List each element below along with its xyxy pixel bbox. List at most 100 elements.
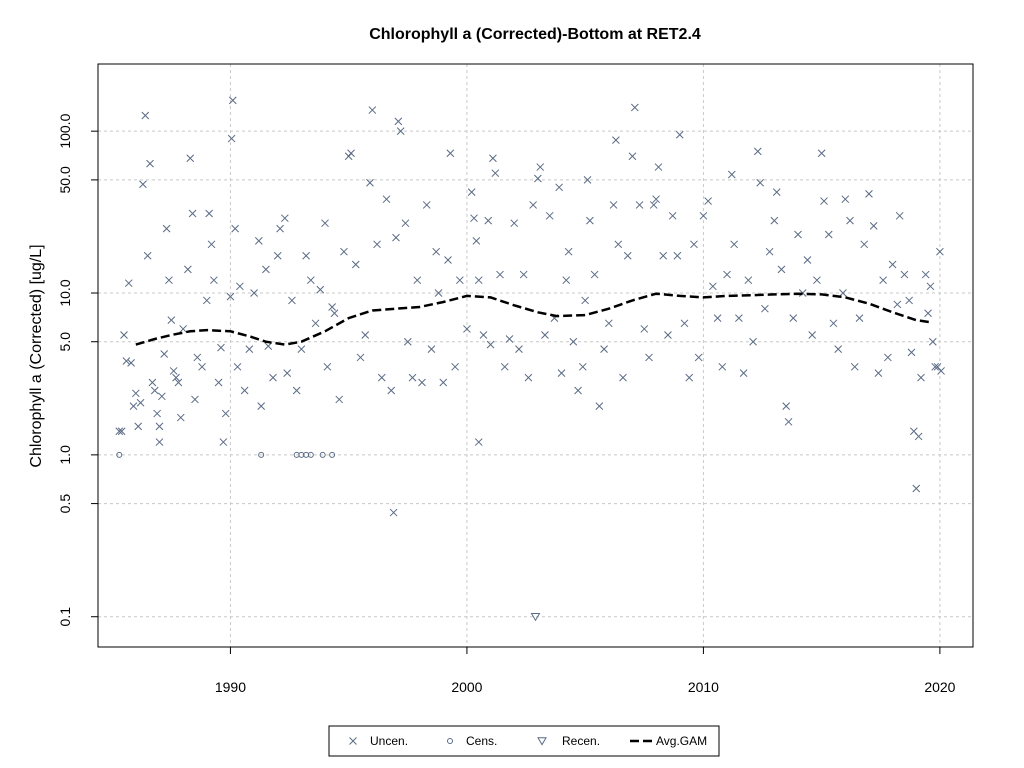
uncensored-point — [160, 350, 169, 358]
x-marker-stroke — [829, 319, 838, 328]
uncensored-point — [444, 256, 452, 264]
data-points — [115, 96, 945, 622]
x-marker-stroke — [250, 289, 258, 297]
uncensored-point — [233, 362, 242, 371]
uncensored-point — [491, 169, 500, 178]
x-marker-stroke — [914, 432, 923, 441]
x-marker-stroke — [808, 331, 817, 339]
uncensored-point — [727, 170, 736, 179]
gam-line — [135, 292, 931, 346]
uncensored-point — [245, 345, 254, 353]
uncensored-point — [654, 163, 663, 171]
x-marker-stroke — [217, 343, 225, 352]
uncensored-point — [496, 270, 504, 279]
x-marker-stroke — [869, 221, 878, 230]
x-marker-stroke — [115, 427, 124, 436]
x-marker-stroke — [408, 373, 417, 382]
uncensored-point — [382, 195, 391, 204]
uncensored-point — [694, 353, 703, 362]
x-marker-stroke — [924, 309, 932, 318]
uncensored-point — [586, 216, 594, 225]
y-tick-label: 0.5 — [57, 494, 73, 514]
uncensored-point — [900, 270, 909, 279]
x-marker-stroke — [510, 219, 519, 228]
uncensored-point — [534, 174, 542, 183]
x-marker-stroke — [564, 247, 573, 256]
avg-gam-line — [135, 292, 931, 346]
x-marker-stroke — [756, 178, 765, 187]
uncensored-point — [262, 265, 270, 274]
uncensored-point — [604, 319, 613, 328]
x-marker-stroke — [306, 276, 315, 285]
uncensored-point — [210, 276, 218, 285]
x-marker-stroke — [146, 159, 154, 168]
uncensored-point — [136, 398, 145, 407]
x-marker-stroke — [789, 314, 798, 322]
recensored-point — [530, 613, 541, 622]
uncensored-point — [392, 233, 400, 242]
uncensored-point — [590, 270, 599, 279]
uncensored-point — [366, 178, 374, 187]
y-tick-label: 50.0 — [57, 166, 73, 193]
x-marker-stroke — [269, 373, 277, 382]
uncensored-point — [730, 240, 739, 249]
uncensored-point — [664, 331, 672, 339]
x-marker-stroke — [865, 189, 873, 198]
x-marker-stroke — [699, 211, 708, 220]
uncensored-point — [219, 438, 228, 446]
x-marker-stroke — [541, 331, 549, 339]
x-marker-stroke — [444, 256, 452, 264]
uncensored-point — [609, 201, 618, 209]
uncensored-point — [231, 224, 240, 233]
x-marker-stroke — [210, 276, 218, 285]
uncensored-point — [115, 427, 124, 436]
x-tick-label: 1990 — [215, 679, 246, 695]
uncensored-point — [600, 345, 608, 353]
uncensored-point — [172, 373, 180, 382]
x-marker-stroke — [574, 386, 582, 395]
x-marker-stroke — [120, 331, 128, 339]
uncensored-point — [264, 342, 273, 350]
uncensored-point — [803, 256, 812, 264]
x-marker-stroke — [155, 438, 164, 446]
x-marker-stroke — [723, 270, 731, 279]
uncensored-point — [157, 392, 166, 401]
x-marker-stroke — [659, 251, 668, 260]
x-marker-stroke — [595, 402, 604, 410]
x-marker-stroke — [749, 337, 757, 346]
x-marker-stroke — [529, 201, 537, 209]
x-marker-stroke — [782, 402, 791, 410]
x-marker-stroke — [392, 233, 400, 242]
x-marker-stroke — [245, 345, 254, 353]
uncensored-point — [486, 340, 495, 349]
x-marker-stroke — [744, 276, 753, 285]
uncensored-point — [652, 195, 660, 204]
x-marker-stroke — [434, 289, 443, 297]
x-marker-stroke — [366, 178, 374, 187]
x-marker-stroke — [297, 345, 306, 353]
x-marker-stroke — [895, 211, 904, 220]
uncensored-point — [912, 484, 921, 493]
x-marker-stroke — [472, 237, 481, 245]
uncensored-point — [685, 373, 694, 382]
x-marker-stroke — [926, 282, 935, 291]
x-marker-stroke — [824, 230, 833, 239]
x-marker-stroke — [172, 373, 180, 382]
uncensored-point — [316, 285, 325, 294]
uncensored-point — [217, 343, 225, 352]
uncensored-point — [808, 331, 817, 339]
x-marker-stroke — [784, 417, 793, 426]
x-marker-stroke — [846, 216, 854, 225]
chart-title: Chlorophyll a (Corrected)-Bottom at RET2… — [369, 26, 701, 43]
uncensored-point — [323, 362, 332, 371]
uncensored-point — [176, 413, 185, 422]
x-marker-stroke — [273, 251, 282, 260]
x-marker-stroke — [174, 378, 183, 387]
y-tick-label: 100.0 — [57, 113, 73, 148]
uncensored-point — [214, 378, 223, 387]
x-marker-stroke — [635, 201, 644, 209]
uncensored-point — [205, 209, 214, 218]
uncensored-point — [630, 103, 639, 112]
legend-recen-symbol — [537, 737, 547, 746]
